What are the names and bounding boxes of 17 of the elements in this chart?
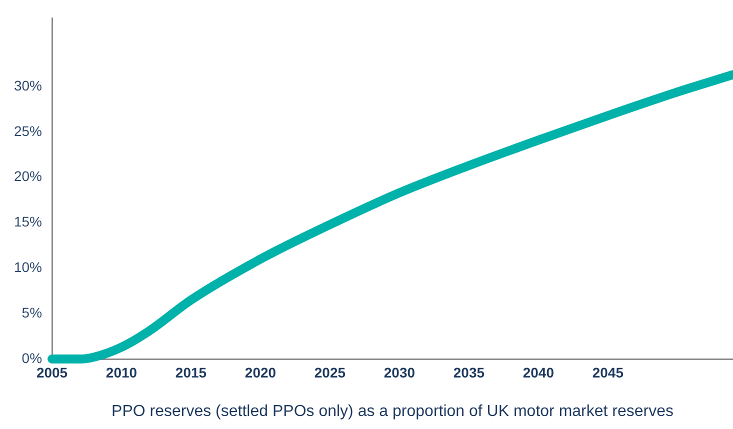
y-tick-label: 0% bbox=[22, 350, 42, 366]
x-axis-title: PPO reserves (settled PPOs only) as a proportion of UK motor market reserves bbox=[112, 402, 674, 420]
x-tick-label: 2010 bbox=[106, 364, 138, 380]
y-tick-label: 20% bbox=[14, 168, 42, 184]
x-tick-label: 2040 bbox=[522, 364, 554, 380]
x-tick-label: 2005 bbox=[36, 364, 68, 380]
y-tick-label: 30% bbox=[14, 77, 42, 94]
x-tick-label: 2045 bbox=[592, 364, 624, 380]
x-tick-label: 2015 bbox=[175, 364, 207, 380]
x-tick-label: 2030 bbox=[384, 364, 416, 380]
y-tick-label: 25% bbox=[14, 122, 42, 139]
x-tick-label: 2020 bbox=[244, 364, 276, 380]
y-tick-label: 5% bbox=[22, 304, 42, 320]
y-tick-label: 10% bbox=[14, 259, 42, 276]
x-tick-label: 2035 bbox=[453, 364, 485, 380]
y-tick-label: 15% bbox=[14, 214, 42, 230]
x-tick-label: 2025 bbox=[314, 364, 346, 380]
